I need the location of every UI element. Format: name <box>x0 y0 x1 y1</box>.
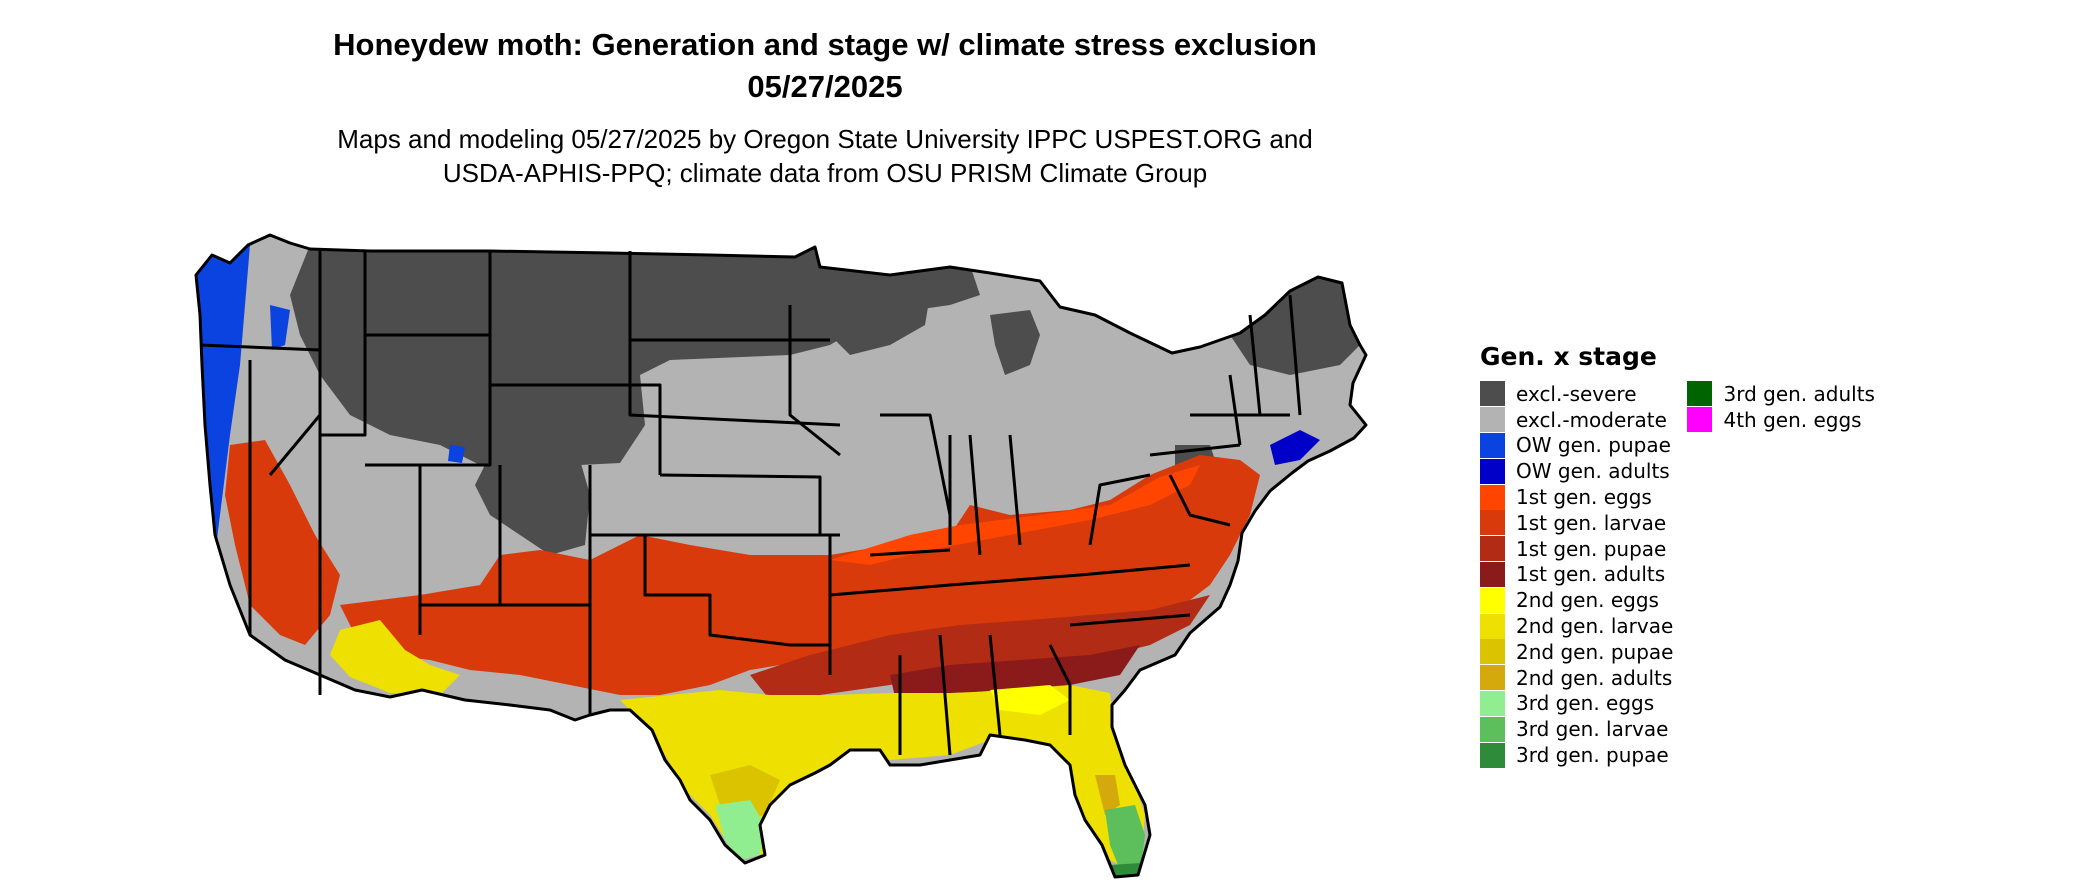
legend-item: 1st gen. larvae <box>1480 510 1673 536</box>
legend-item: 2nd gen. larvae <box>1480 613 1673 639</box>
legend-item: 1st gen. eggs <box>1480 484 1673 510</box>
legend-item: 3rd gen. pupae <box>1480 742 1673 768</box>
region-ow-adults-northeast <box>1270 430 1320 465</box>
legend-item: 2nd gen. eggs <box>1480 587 1673 613</box>
region-excl-severe-north <box>290 245 980 470</box>
legend-swatch <box>1480 381 1505 407</box>
legend-item: excl.-moderate <box>1480 407 1673 433</box>
legend-label: 1st gen. larvae <box>1516 510 1667 535</box>
legend-item: OW gen. pupae <box>1480 432 1673 459</box>
legend-item: 1st gen. adults <box>1480 561 1673 588</box>
legend-swatch <box>1480 742 1505 768</box>
region-g1-larvae-southwest <box>340 455 1260 695</box>
legend-item: OW gen. adults <box>1480 458 1673 484</box>
region-g1-adults-southeast <box>890 645 1140 697</box>
legend-label: 3rd gen. larvae <box>1516 717 1669 742</box>
legend-columns: excl.-severe excl.-moderate OW gen. pupae O… <box>1480 381 1875 768</box>
legend: Gen. x stage excl.-severe excl.-moderate O… <box>1480 342 1875 768</box>
legend-swatch <box>1480 665 1505 691</box>
legend-title: Gen. x stage <box>1480 342 1657 371</box>
region-g2-larvae-gulf <box>620 685 1145 875</box>
legend-label: 2nd gen. adults <box>1516 665 1673 690</box>
legend-label: 3rd gen. pupae <box>1516 743 1669 768</box>
legend-column-1: excl.-severe excl.-moderate OW gen. pupae O… <box>1480 381 1673 768</box>
region-g2-eggs-patch <box>990 685 1070 715</box>
legend-item: excl.-severe <box>1480 381 1673 407</box>
legend-swatch <box>1480 432 1505 458</box>
legend-item: 3rd gen. eggs <box>1480 690 1673 717</box>
legend-label: 3rd gen. eggs <box>1516 691 1655 716</box>
subtitle-line-2: USDA-APHIS-PPQ; climate data from OSU PR… <box>442 158 1208 188</box>
map-title: Honeydew moth: Generation and stage w/ c… <box>0 24 1650 108</box>
legend-swatch <box>1480 536 1505 562</box>
legend-label: excl.-severe <box>1516 381 1637 406</box>
legend-swatch <box>1480 407 1505 433</box>
legend-label: OW gen. pupae <box>1516 433 1671 458</box>
region-g1-larvae-west <box>225 440 340 645</box>
legend-swatch <box>1480 587 1505 613</box>
state-borders <box>194 233 1368 879</box>
legend-item: 1st gen. pupae <box>1480 536 1673 562</box>
legend-swatch <box>1687 381 1713 407</box>
legend-label: 2nd gen. eggs <box>1516 588 1659 613</box>
region-g1-eggs-band <box>830 465 1200 565</box>
us-stage-map <box>194 233 1368 879</box>
legend-item: 3rd gen. adults <box>1687 381 1875 407</box>
region-g3-eggs-texas-tip <box>715 800 765 860</box>
legend-swatch <box>1480 561 1505 587</box>
legend-swatch <box>1480 613 1505 639</box>
legend-swatch <box>1480 639 1505 665</box>
legend-label: 1st gen. adults <box>1516 562 1666 587</box>
legend-swatch <box>1687 407 1713 433</box>
region-ow-pupae-cascades <box>270 305 290 350</box>
map-subtitle: Maps and modeling 05/27/2025 by Oregon S… <box>0 122 1650 190</box>
legend-swatch <box>1480 510 1505 536</box>
legend-label: OW gen. adults <box>1516 459 1670 484</box>
region-excl-severe-wisconsin <box>830 275 930 355</box>
legend-label: 4th gen. eggs <box>1723 407 1862 432</box>
legend-label: 3rd gen. adults <box>1723 381 1875 406</box>
legend-item: 2nd gen. pupae <box>1480 639 1673 665</box>
legend-label: 2nd gen. pupae <box>1516 639 1674 664</box>
legend-column-2: 3rd gen. adults 4th gen. eggs <box>1687 381 1875 768</box>
region-excl-severe-michigan <box>990 310 1040 375</box>
title-line-1: Honeydew moth: Generation and stage w/ c… <box>333 27 1317 62</box>
legend-label: excl.-moderate <box>1516 407 1667 432</box>
legend-swatch <box>1480 458 1505 484</box>
legend-swatch <box>1480 484 1505 510</box>
region-ow-pupae-idaho <box>448 445 465 463</box>
legend-label: 2nd gen. larvae <box>1516 614 1674 639</box>
region-g2-larvae-arizona <box>330 620 460 695</box>
legend-swatch <box>1480 690 1505 716</box>
legend-swatch <box>1480 716 1505 742</box>
region-g3-larvae-florida <box>1105 805 1145 875</box>
subtitle-line-1: Maps and modeling 05/27/2025 by Oregon S… <box>337 124 1313 154</box>
legend-item: 3rd gen. larvae <box>1480 716 1673 742</box>
title-date: 05/27/2025 <box>747 69 903 104</box>
legend-label: 1st gen. eggs <box>1516 485 1652 510</box>
legend-item: 2nd gen. adults <box>1480 665 1673 691</box>
legend-label: 1st gen. pupae <box>1516 536 1667 561</box>
legend-item: 4th gen. eggs <box>1687 407 1874 433</box>
region-excl-severe-rockies <box>475 445 590 555</box>
region-g1-pupae-south <box>750 595 1210 700</box>
region-g2-adults-florida <box>1095 775 1120 815</box>
